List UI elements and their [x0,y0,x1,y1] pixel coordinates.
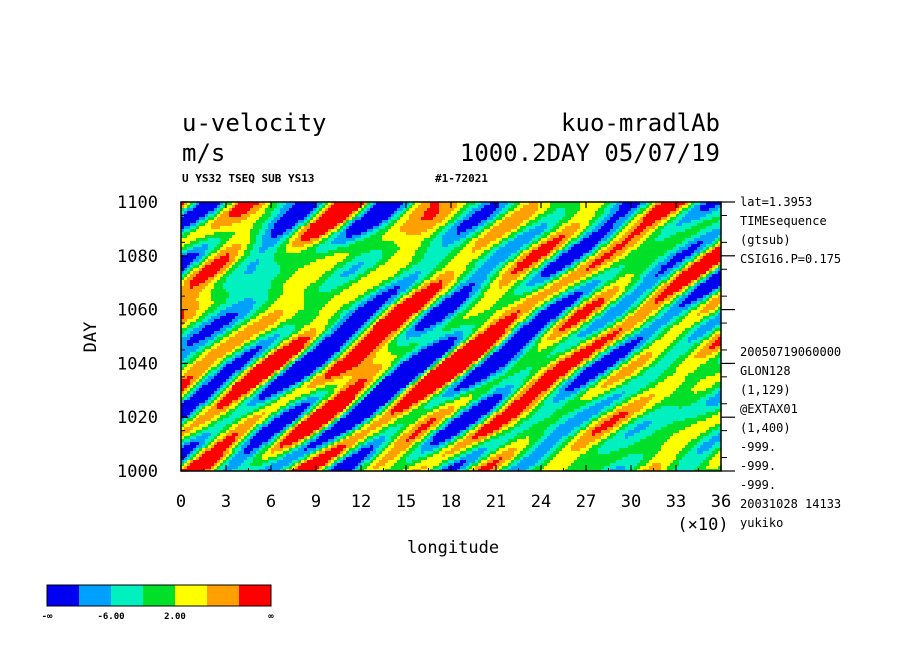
side-info-line: -999. [740,478,776,492]
side-info-line: (1,400) [740,421,791,435]
y-tick-label: 1100 [117,193,158,213]
y-axis-label: DAY [81,322,101,353]
colorbar-label: 2.00 [164,612,186,622]
colorbar-swatch [207,585,239,606]
sub-header-left: U YS32 TSEQ SUB YS13 [182,172,314,185]
x-tick-label: 0 [176,492,186,512]
x-tick-label: 3 [221,492,231,512]
colorbar-frame [46,584,272,607]
x-axis-label: longitude [407,538,499,558]
side-info-line: (1,129) [740,383,791,397]
colorbar-swatch [175,585,207,606]
y-axis: 1000 1020 1040 1060 1080 1100 [117,193,735,482]
side-info-line: GLON128 [740,364,791,378]
y-tick-label: 1040 [117,354,158,374]
colorbar-label: -∞ [42,612,53,622]
side-info-line: lat=1.3953 [740,195,812,209]
units-label: m/s [182,139,225,167]
x-tick-label: 15 [396,492,416,512]
title-right: kuo-mradlAb [561,109,720,137]
x-axis: 0 3 6 9 12 15 18 21 24 27 30 33 36 [176,202,731,512]
colorbar-label: ∞ [268,612,274,622]
y-tick-label: 1060 [117,301,158,321]
x-tick-label: 36 [711,492,731,512]
x-tick-label: 30 [621,492,641,512]
heatmap-field [181,202,721,471]
side-info-line: yukiko [740,516,783,530]
x-tick-label: 9 [311,492,321,512]
colorbar-label: -6.00 [97,612,124,622]
title-left: u-velocity [182,109,327,137]
colorbar-swatch [47,585,79,606]
y-tick-label: 1000 [117,462,158,482]
side-info-line: -999. [740,459,776,473]
side-info-line: @EXTAX01 [740,402,798,416]
side-info-top: lat=1.3953 TIMEsequence (gtsub) CSIG16.P=0.… [740,195,841,266]
side-info-line: -999. [740,440,776,454]
x-tick-label: 21 [486,492,506,512]
y-tick-label: 1080 [117,247,158,267]
x-tick-label: 33 [666,492,686,512]
side-info-line: CSIG16.P=0.175 [740,252,841,266]
colorbar-swatch [79,585,111,606]
side-info-bottom: 20050719060000 GLON128 (1,129) @EXTAX01 (1,4… [740,345,841,530]
colorbar [47,585,271,606]
x-tick-label: 12 [351,492,371,512]
colorbar-swatch [111,585,143,606]
side-info-line: TIMEsequence [740,214,827,228]
side-info-line: (gtsub) [740,233,791,247]
side-info-line: 20050719060000 [740,345,841,359]
x-multiplier: (×10) [677,515,728,535]
run-info: 1000.2DAY 05/07/19 [460,139,720,167]
x-tick-label: 27 [576,492,596,512]
x-tick-label: 18 [441,492,461,512]
x-tick-label: 24 [531,492,551,512]
colorbar-swatch [143,585,175,606]
colorbar-swatch [239,585,271,606]
x-tick-label: 6 [266,492,276,512]
colorbar-labels: -∞ -6.00 2.00 ∞ [42,612,275,622]
y-tick-label: 1020 [117,408,158,428]
sub-header-right: #1-72021 [435,172,488,185]
side-info-line: 20031028 14133 [740,497,841,511]
